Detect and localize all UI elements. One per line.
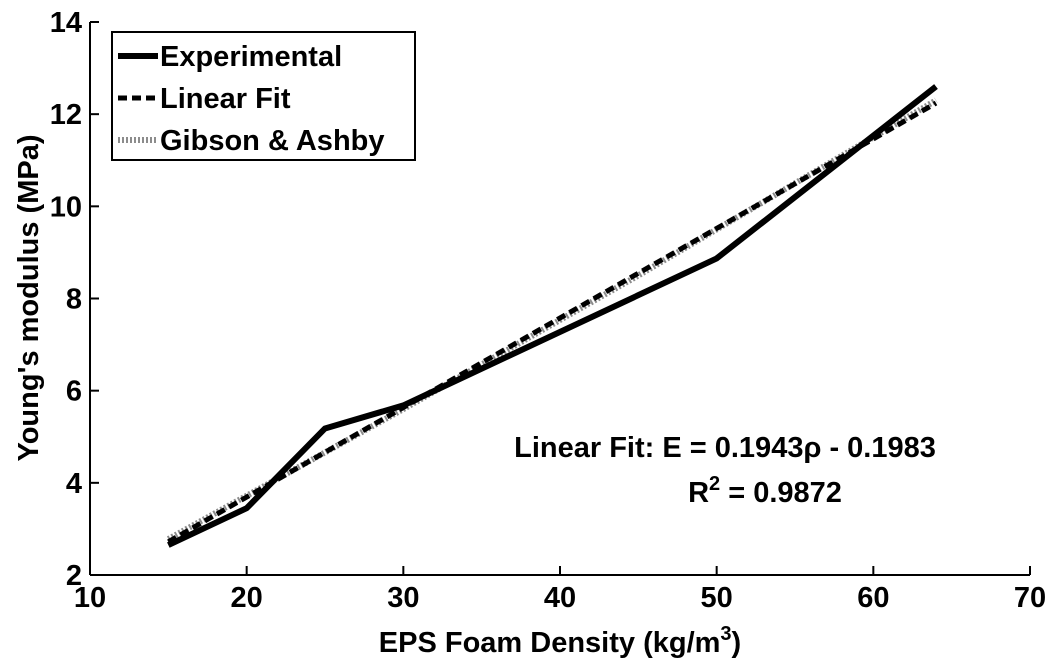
- y-tick-label: 2: [66, 560, 82, 592]
- y-axis-label: Young's modulus (MPa): [13, 135, 45, 462]
- y-tick-label: 12: [50, 99, 82, 131]
- annotation-part: Linear Fit: E = 0.1943ρ - 0.1983: [514, 432, 936, 464]
- annotation-part: = 0.9872: [720, 477, 842, 509]
- x-tick-label: 30: [387, 582, 419, 614]
- legend-label: Linear Fit: [160, 83, 291, 115]
- x-axis-label: EPS Foam Density (kg/m3): [379, 623, 741, 659]
- x-tick-label: 20: [231, 582, 263, 614]
- annotation-part: 2: [709, 473, 720, 495]
- series-line: [167, 100, 938, 544]
- x-tick-label: 40: [544, 582, 576, 614]
- x-axis-label-part: 3: [720, 623, 731, 645]
- x-axis-label-part: EPS Foam Density (kg/m: [379, 627, 721, 659]
- series-line: [167, 84, 938, 548]
- y-tick-label: 6: [66, 376, 82, 408]
- y-tick-label: 10: [50, 191, 82, 223]
- annotation: Linear Fit: E = 0.1943ρ - 0.1983: [514, 432, 936, 464]
- x-axis-label-part: ): [732, 627, 742, 659]
- x-tick-label: 10: [74, 582, 106, 614]
- x-tick-label: 60: [857, 582, 889, 614]
- y-tick-label: 4: [66, 468, 82, 500]
- legend-box: [111, 31, 416, 161]
- annotation-part: R: [688, 477, 709, 509]
- annotation: R2 = 0.9872: [688, 473, 842, 509]
- y-tick-label: 14: [50, 7, 82, 39]
- y-tick-label: 8: [66, 284, 82, 316]
- x-tick-label: 50: [701, 582, 733, 614]
- legend-label: Gibson & Ashby: [160, 125, 385, 157]
- legend-label: Experimental: [160, 41, 342, 73]
- x-tick-label: 70: [1014, 582, 1046, 614]
